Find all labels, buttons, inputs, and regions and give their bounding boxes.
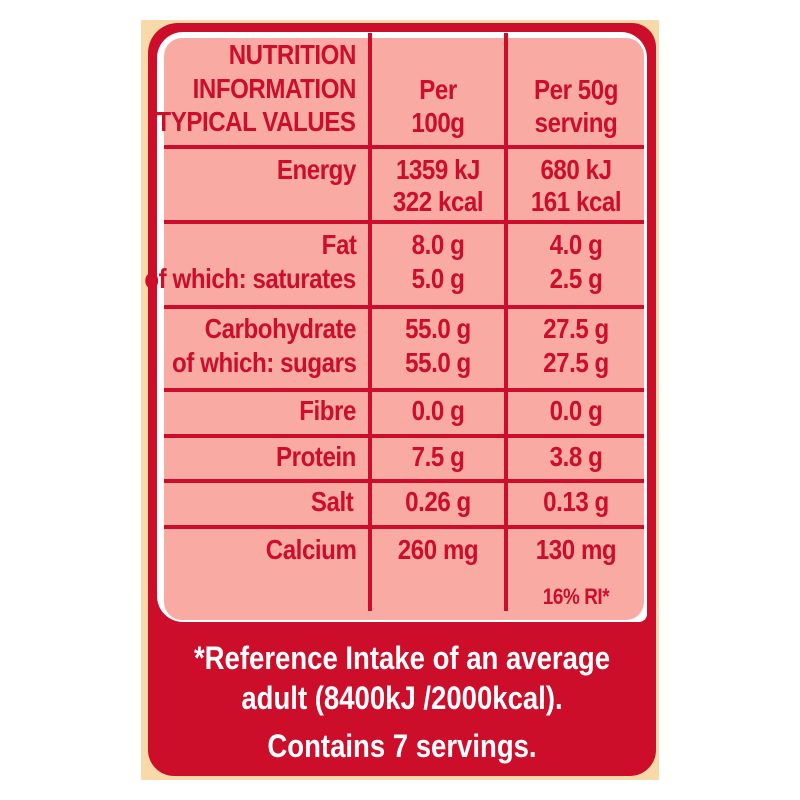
- row-divider: [164, 220, 644, 224]
- footnote-line: adult (8400kJ /2000kcal).: [241, 680, 563, 716]
- row-label-fat: Fat: [321, 229, 356, 260]
- fibre-per-100g: 0.0 g: [411, 395, 465, 426]
- fibre-per-serving: 0.0 g: [549, 395, 603, 426]
- salt-per-100g: 0.26 g: [405, 486, 471, 517]
- energy-per-100g: 322 kcal: [392, 186, 484, 217]
- protein-per-serving: 3.8 g: [549, 441, 603, 472]
- row-label-sugars: of which: sugars: [171, 347, 357, 378]
- header-per-100g: 100g: [411, 107, 465, 138]
- row-divider: [164, 525, 644, 529]
- row-label-saturates: of which: saturates: [144, 263, 357, 294]
- column-divider-2: [504, 33, 508, 611]
- row-label-salt: Salt: [310, 486, 354, 517]
- row-label-fibre: Fibre: [299, 395, 356, 426]
- salt-per-serving: 0.13 g: [543, 486, 609, 517]
- nutrition-table: [164, 38, 644, 620]
- energy-per-100g: 1359 kJ: [395, 154, 481, 185]
- row-label-carbohydrate: Carbohydrate: [204, 313, 357, 344]
- header-per-serving: Per 50g: [533, 74, 618, 105]
- fat-per-serving: 4.0 g: [549, 229, 603, 260]
- servings-note: Contains 7 servings.: [267, 728, 537, 764]
- column-divider-1: [368, 33, 372, 611]
- row-label-energy: Energy: [276, 154, 356, 185]
- header-per-100g: Per: [419, 74, 457, 105]
- fat-per-100g: 8.0 g: [411, 229, 465, 260]
- carbohydrate-per-serving: 27.5 g: [543, 313, 609, 344]
- carbohydrate-per-100g: 55.0 g: [405, 313, 471, 344]
- row-divider: [164, 434, 644, 438]
- header-title-line: NUTRITION: [228, 39, 357, 70]
- row-label-calcium: Calcium: [265, 534, 356, 565]
- header-per-serving: serving: [534, 107, 618, 138]
- protein-per-100g: 7.5 g: [411, 441, 465, 472]
- energy-per-serving: 161 kcal: [530, 186, 622, 217]
- energy-per-serving: 680 kJ: [540, 154, 612, 185]
- sugars-per-serving: 27.5 g: [543, 347, 609, 378]
- saturates-per-100g: 5.0 g: [411, 263, 465, 294]
- saturates-per-serving: 2.5 g: [549, 263, 603, 294]
- sugars-per-100g: 55.0 g: [405, 347, 471, 378]
- calcium-per-serving: 130 mg: [535, 534, 617, 565]
- row-divider: [164, 305, 644, 309]
- header-title-line: TYPICAL VALUES: [156, 106, 357, 137]
- calcium-ri-percent: 16% RI*: [542, 584, 610, 609]
- header-title-line: INFORMATION: [192, 73, 357, 104]
- calcium-per-100g: 260 mg: [397, 534, 479, 565]
- row-divider: [164, 479, 644, 483]
- row-divider: [164, 145, 644, 149]
- footnote-line: *Reference Intake of an average: [193, 640, 611, 676]
- row-label-protein: Protein: [276, 441, 356, 472]
- row-divider: [164, 388, 644, 392]
